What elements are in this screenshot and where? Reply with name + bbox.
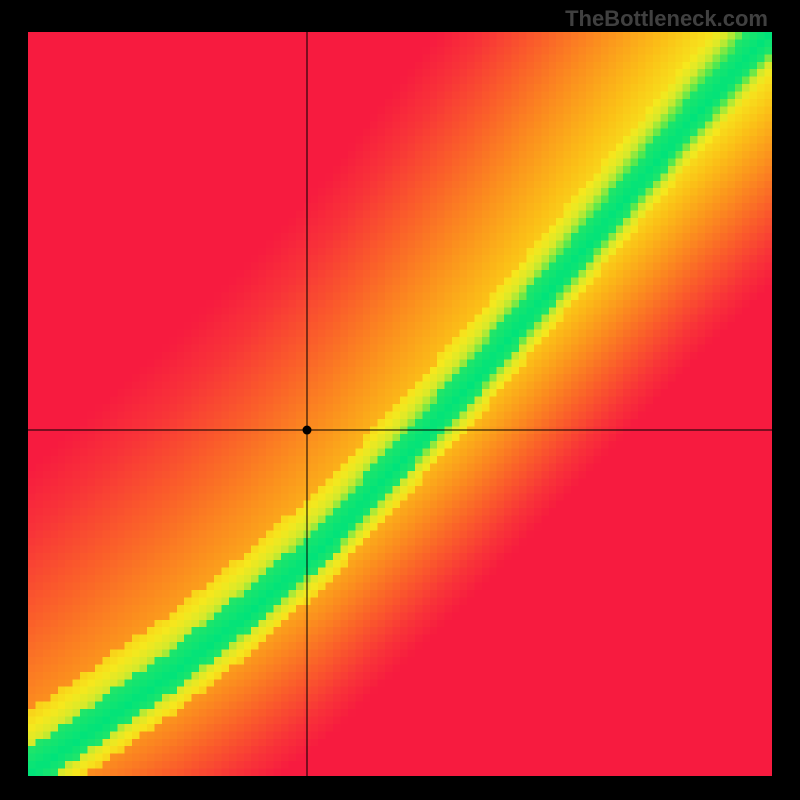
watermark-text: TheBottleneck.com <box>565 6 768 32</box>
bottleneck-heatmap <box>28 32 772 776</box>
chart-container: TheBottleneck.com <box>0 0 800 800</box>
